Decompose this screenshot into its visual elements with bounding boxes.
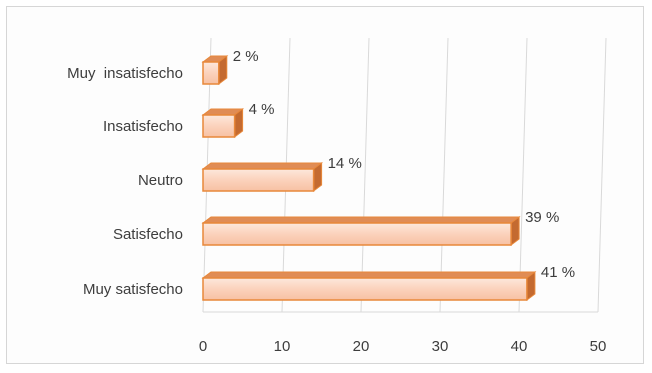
bar-top-face: [201, 271, 537, 279]
data-label: 4 %: [249, 101, 275, 118]
category-label: Insatisfecho: [103, 118, 183, 135]
x-axis-ticks: 0 10 20 30 40 50: [199, 338, 607, 355]
bar-top-face: [201, 162, 324, 170]
gridline: [518, 37, 528, 313]
category-label: Muy insatisfecho: [67, 65, 183, 82]
bar-front-face: [202, 61, 220, 85]
bars: [201, 55, 537, 301]
chart-frame: [6, 6, 644, 364]
bar: [201, 162, 324, 192]
bar-front-face: [202, 277, 528, 301]
category-label: Satisfecho: [113, 226, 183, 243]
data-labels: 41 % 39 % 14 % 4 % 2 %: [233, 48, 575, 281]
category-label: Neutro: [138, 172, 183, 189]
bar-top-face: [201, 216, 521, 224]
x-tick-label: 30: [432, 338, 449, 355]
gridline: [597, 37, 607, 313]
x-tick-label: 20: [353, 338, 370, 355]
x-tick-label: 10: [274, 338, 291, 355]
bar: [201, 215, 521, 247]
category-labels: Muy satisfecho Satisfecho Neutro Insatisfec…: [67, 65, 183, 298]
gridline: [360, 37, 370, 313]
x-tick-label: 50: [590, 338, 607, 355]
bar-front-face: [202, 168, 315, 192]
data-label: 39 %: [525, 209, 559, 226]
gridline: [439, 37, 449, 313]
bar: [201, 271, 537, 301]
bar: [201, 108, 245, 138]
x-tick-label: 40: [511, 338, 528, 355]
data-label: 41 %: [541, 264, 575, 281]
bar: [201, 55, 229, 85]
x-tick-label: 0: [199, 338, 207, 355]
bar-front-face: [202, 222, 512, 246]
data-label: 2 %: [233, 48, 259, 65]
data-label: 14 %: [328, 155, 362, 172]
bar-front-face: [202, 114, 236, 138]
category-label: Muy satisfecho: [83, 281, 183, 298]
